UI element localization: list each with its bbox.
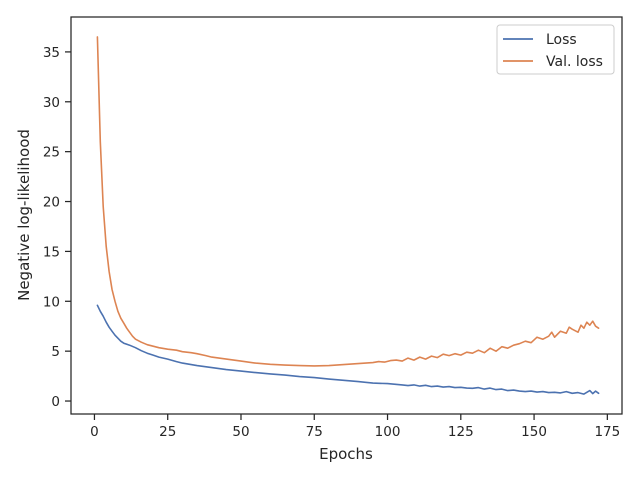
legend-label: Val. loss (546, 54, 603, 70)
x-axis: 0 25 50 75 100 125 150 175 (90, 414, 620, 440)
x-axis-title: Epochs (319, 445, 373, 463)
x-tick-label: 150 (521, 424, 547, 440)
y-tick-label: 25 (43, 145, 60, 161)
series-line-loss (96, 304, 600, 395)
x-tick-label: 175 (594, 424, 620, 440)
y-tick-label: 0 (51, 394, 60, 410)
x-tick-label: 0 (90, 424, 99, 440)
y-axis-title: Negative log-likelihood (15, 129, 33, 301)
y-tick-label: 10 (43, 294, 60, 310)
y-tick-label: 35 (43, 45, 60, 61)
y-tick-label: 5 (51, 344, 60, 360)
x-tick-label: 25 (159, 424, 176, 440)
x-tick-label: 125 (448, 424, 474, 440)
y-tick-label: 20 (43, 195, 60, 211)
series-layer (96, 36, 600, 395)
x-tick-label: 75 (306, 424, 323, 440)
legend-label: Loss (546, 32, 577, 48)
y-tick-label: 15 (43, 244, 60, 260)
series-line-val-loss (96, 36, 600, 367)
x-tick-label: 50 (232, 424, 249, 440)
y-axis: 0 5 10 15 20 25 30 35 (43, 45, 71, 410)
y-tick-label: 30 (43, 95, 60, 111)
legend: Loss Val. loss (496, 24, 615, 75)
x-tick-label: 100 (375, 424, 401, 440)
